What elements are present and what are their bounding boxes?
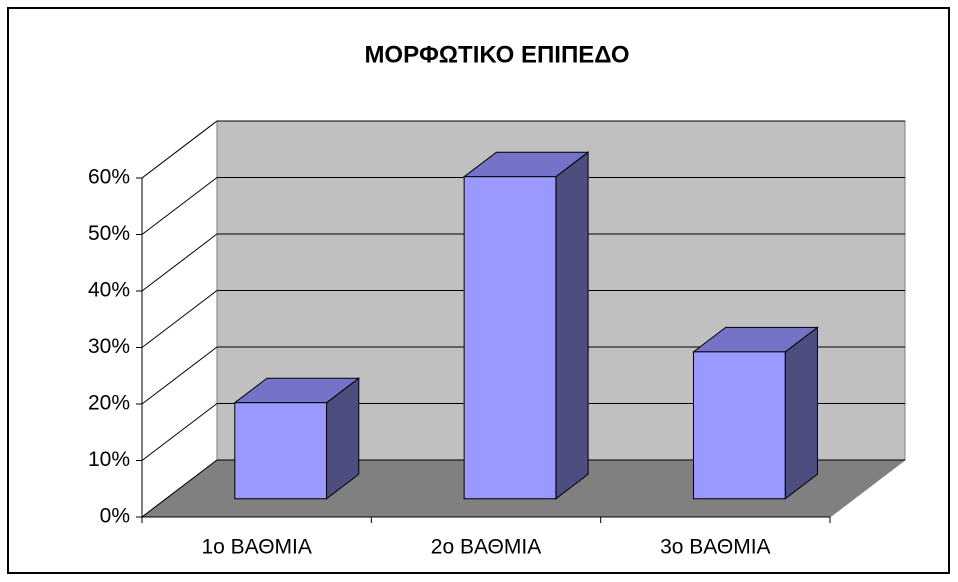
- grid-line: [141, 403, 218, 461]
- x-tick-label: 3ο ΒΑΘΜΙΑ: [660, 536, 770, 559]
- y-tick-label: 20%: [88, 392, 130, 415]
- bar-side: [784, 326, 818, 500]
- bar-side: [555, 151, 589, 500]
- y-tick-label: 40%: [88, 279, 130, 302]
- y-tick-label: 0%: [100, 505, 130, 528]
- y-tick-label: 60%: [88, 166, 130, 189]
- grid-line: [141, 177, 218, 235]
- x-tick-label: 1ο ΒΑΘΜΙΑ: [201, 536, 311, 559]
- grid-line: [141, 346, 218, 405]
- y-tick-label: 10%: [88, 448, 130, 471]
- grid-line: [141, 233, 218, 292]
- bar: [463, 176, 557, 500]
- bar: [234, 402, 328, 500]
- grid-line: [141, 459, 218, 518]
- grid-line: [141, 120, 218, 179]
- y-tick-label: 30%: [88, 335, 130, 358]
- y-tick-label: 50%: [88, 222, 130, 245]
- bar: [692, 351, 786, 500]
- grid-line: [141, 290, 218, 348]
- chart-title: ΜΟΡΦΩΤΙΚΟ ΕΠΙΠΕΔΟ: [364, 41, 629, 68]
- x-tick-label: 2ο ΒΑΘΜΙΑ: [431, 536, 541, 559]
